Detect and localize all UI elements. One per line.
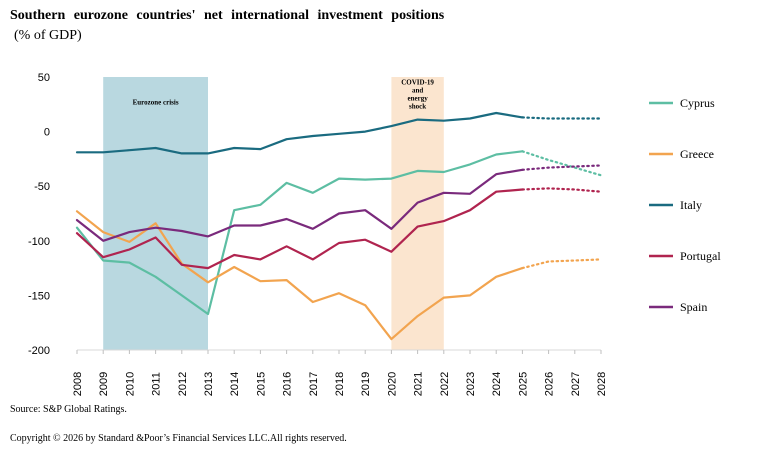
x-tick-label: 2014 (229, 372, 241, 396)
chart-title: Southern eurozone countries' net interna… (10, 8, 445, 23)
legend-label-cyprus: Cyprus (680, 96, 715, 110)
legend-label-greece: Greece (680, 147, 714, 161)
legend-label-portugal: Portugal (680, 249, 721, 263)
series-line-greece (75, 210, 524, 341)
series-forecast-cyprus (521, 150, 603, 177)
y-tick-label: -150 (28, 290, 50, 302)
shaded-period-label: Eurozone crisis (133, 98, 179, 106)
x-tick-label: 2015 (255, 372, 267, 396)
y-tick-label: -50 (34, 181, 50, 193)
x-tick-label: 2025 (517, 372, 529, 396)
x-tick-label: 2008 (72, 372, 84, 396)
series-line-spain (75, 168, 524, 242)
x-tick-label: 2016 (282, 372, 294, 396)
chart-subtitle: (% of GDP) (14, 28, 82, 43)
legend-label-italy: Italy (680, 198, 702, 212)
x-tick-label: 2020 (386, 372, 398, 396)
x-tick-label: 2027 (570, 372, 582, 396)
series-forecast-greece (521, 258, 603, 270)
series-forecast-italy (521, 116, 603, 120)
x-tick-label: 2028 (596, 372, 608, 396)
legend: Cyprus Greece Italy Portugal Spain (649, 96, 721, 314)
shaded-period-label: shock (409, 103, 426, 111)
series-forecast-spain (521, 164, 603, 171)
shaded-period-label: energy (407, 95, 428, 103)
y-tick-label: -100 (28, 236, 50, 248)
y-tick-label: 50 (38, 72, 50, 84)
x-tick-label: 2023 (465, 372, 477, 396)
shaded-period-label: and (412, 87, 423, 95)
shaded-periods (103, 77, 444, 350)
x-tick-label: 2022 (439, 372, 451, 396)
x-tick-label: 2024 (491, 372, 503, 396)
x-tick-label: 2012 (177, 372, 189, 396)
shaded-period-label: COVID-19 (401, 79, 434, 87)
x-tick-label: 2019 (360, 372, 372, 396)
series-line-italy (75, 111, 524, 155)
x-tick-label: 2017 (308, 372, 320, 396)
source-note: Source: S&P Global Ratings. (10, 404, 127, 415)
shaded-period-0 (103, 77, 208, 350)
series-lines (75, 111, 603, 341)
series-forecast-portugal (521, 187, 603, 193)
copyright-note: Copyright © 2026 by Standard &Poor’s Fin… (10, 433, 347, 444)
x-tick-label: 2021 (413, 372, 425, 396)
series-line-cyprus (75, 150, 524, 316)
series-line-portugal (75, 188, 524, 270)
x-tick-label: 2010 (124, 372, 136, 396)
x-tick-label: 2013 (203, 372, 215, 396)
y-tick-label: -200 (28, 345, 50, 357)
axes: 50 0 -50 -100 -150 -200 2008 2009 2010 2011 2012 20… (28, 72, 608, 396)
x-tick-label: 2018 (334, 372, 346, 396)
y-tick-label: 0 (44, 127, 50, 139)
x-tick-label: 2009 (98, 372, 110, 396)
x-tick-label: 2011 (151, 372, 163, 396)
shaded-period-1 (391, 77, 444, 350)
x-tick-label: 2026 (544, 372, 556, 396)
legend-label-spain: Spain (680, 300, 707, 314)
